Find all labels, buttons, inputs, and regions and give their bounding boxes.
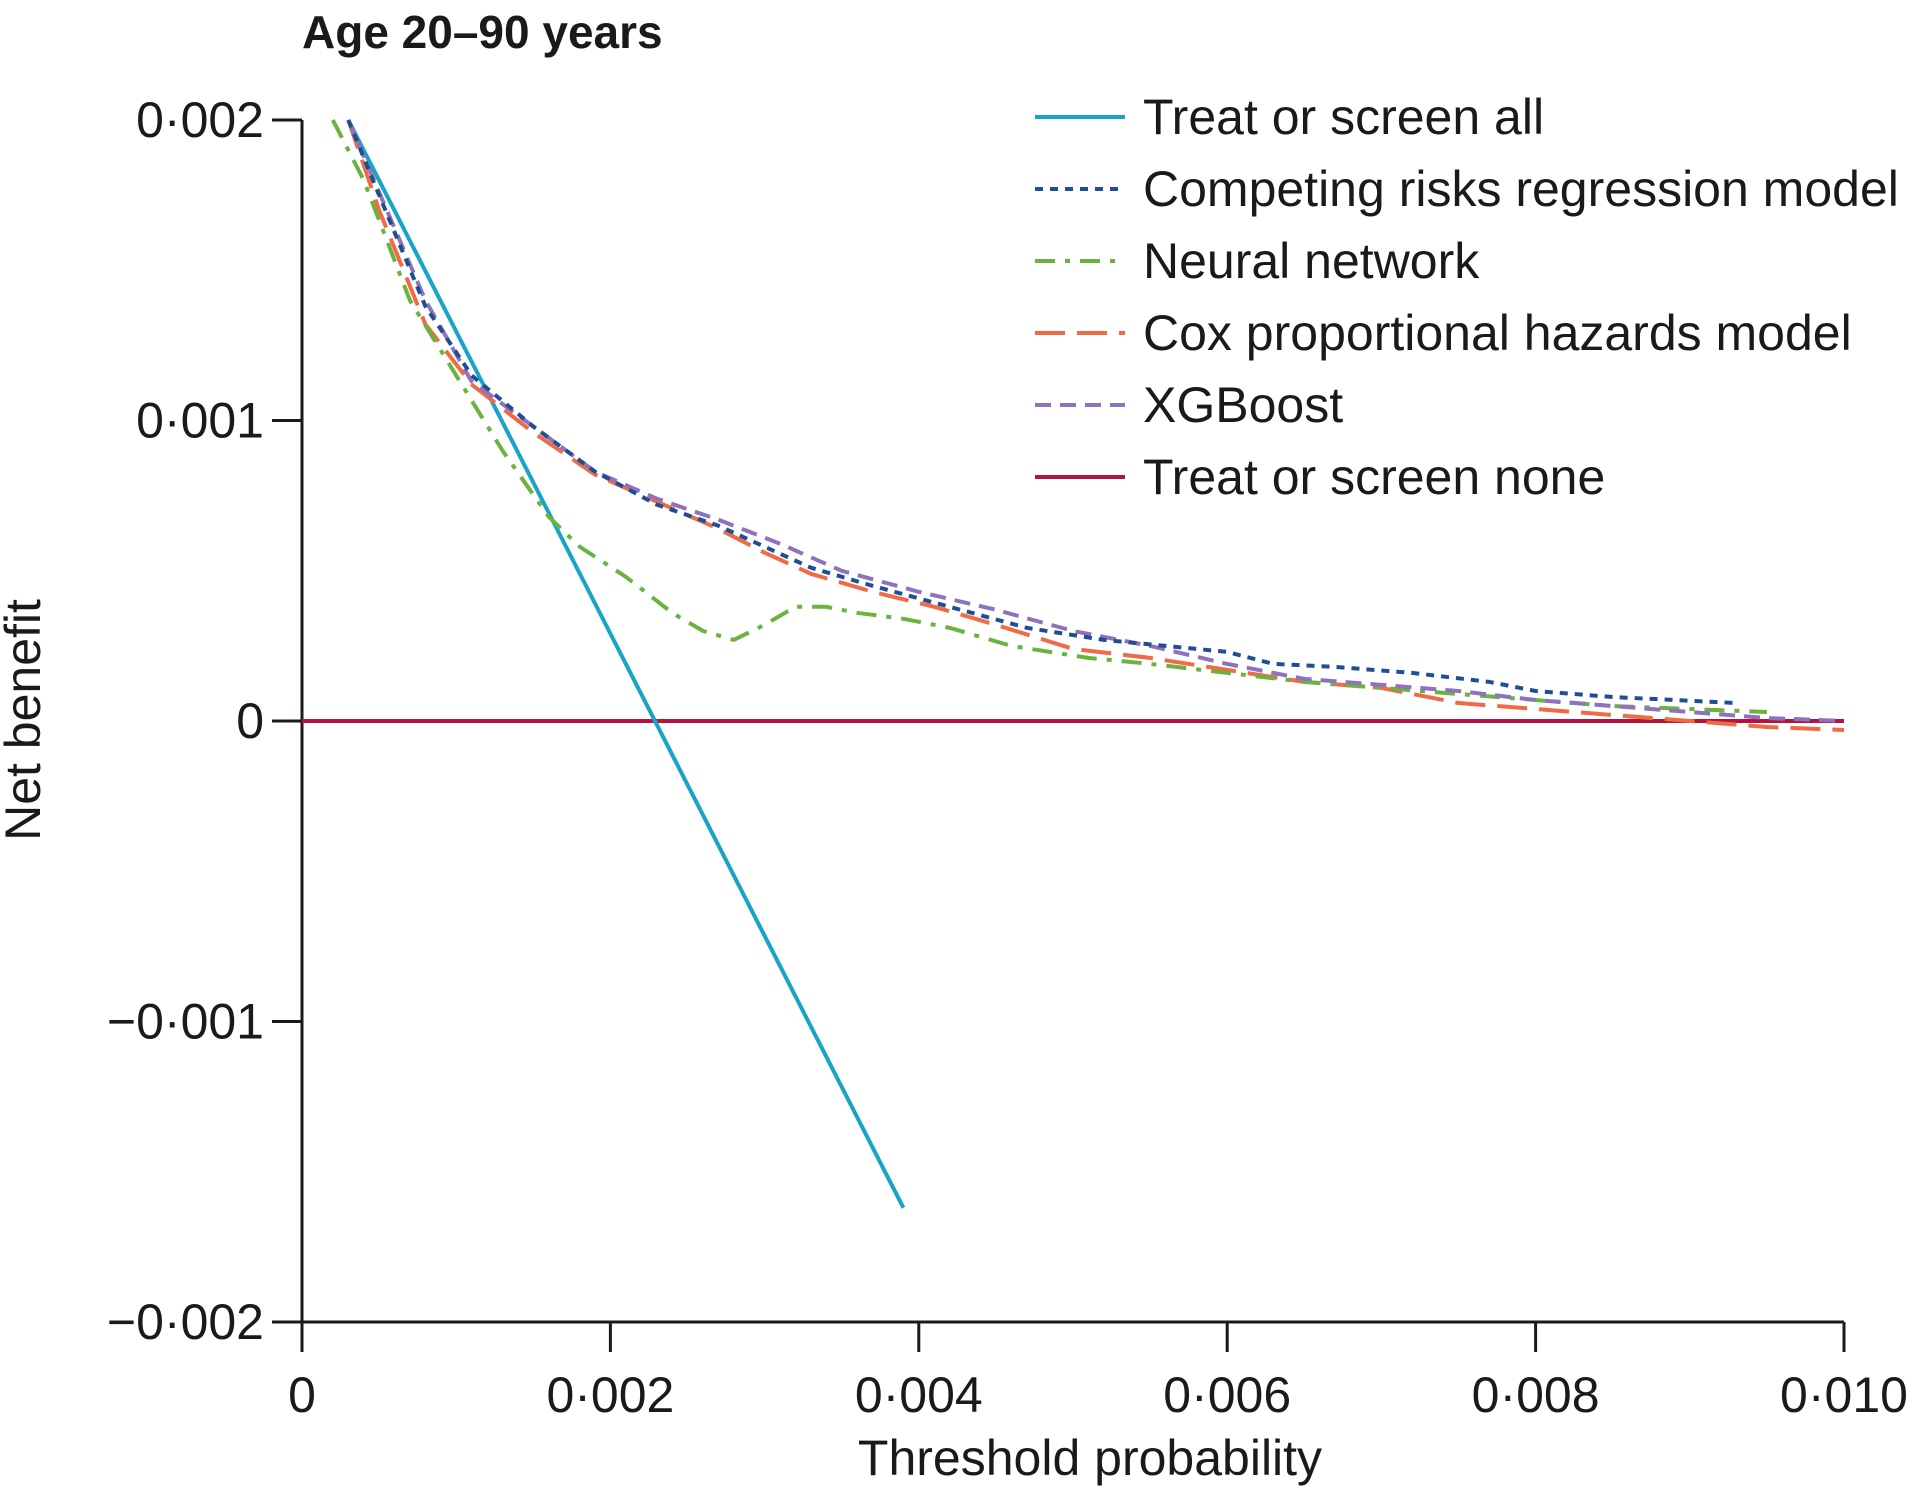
legend-label: XGBoost [1143, 377, 1343, 433]
x-tick-label: 0·006 [1163, 1367, 1291, 1423]
x-tick-label: 0·008 [1472, 1367, 1600, 1423]
series-layer [302, 119, 1845, 1209]
x-axis-title: Threshold probability [858, 1430, 1322, 1486]
y-tick-label: −0·002 [107, 1294, 264, 1350]
legend-label: Treat or screen all [1143, 89, 1544, 145]
y-tick-label: −0·001 [107, 994, 264, 1050]
legend-label: Treat or screen none [1143, 449, 1605, 505]
legend: Treat or screen all Competing risks regre… [1035, 89, 1899, 505]
chart-title: Age 20–90 years [302, 6, 663, 58]
y-tick-label: 0·002 [136, 92, 264, 148]
legend-item-xgboost: XGBoost [1035, 377, 1343, 433]
legend-item-treat-or-screen-all: Treat or screen all [1035, 89, 1544, 145]
legend-label: Competing risks regression model [1143, 161, 1899, 217]
x-tick-label: 0·002 [546, 1367, 674, 1423]
series-line-cox-proportional-hazards-model [346, 119, 1845, 732]
legend-item-competing-risks-regression-model: Competing risks regression model [1035, 161, 1899, 217]
y-axis-title: Net benefit [0, 599, 51, 841]
series-line-neural-network [331, 119, 1767, 714]
axes: 0·002 0·001 0 −0·001 −0·002 0 0·002 0·004 0·006 0… [107, 92, 1908, 1423]
legend-item-treat-or-screen-none: Treat or screen none [1035, 449, 1605, 505]
legend-label: Neural network [1143, 233, 1480, 289]
legend-label: Cox proportional hazards model [1143, 305, 1852, 361]
series-line-competing-risks-regression-model [346, 119, 1737, 705]
series-line-xgboost [346, 119, 1845, 723]
series-line-treat-or-screen-all [346, 119, 906, 1209]
x-tick-label: 0 [288, 1367, 316, 1423]
legend-item-neural-network: Neural network [1035, 233, 1480, 289]
y-tick-label: 0·001 [136, 393, 264, 449]
legend-item-cox-proportional-hazards-model: Cox proportional hazards model [1035, 305, 1852, 361]
x-tick-label: 0·010 [1780, 1367, 1908, 1423]
y-tick-label: 0 [236, 693, 264, 749]
x-tick-label: 0·004 [855, 1367, 983, 1423]
